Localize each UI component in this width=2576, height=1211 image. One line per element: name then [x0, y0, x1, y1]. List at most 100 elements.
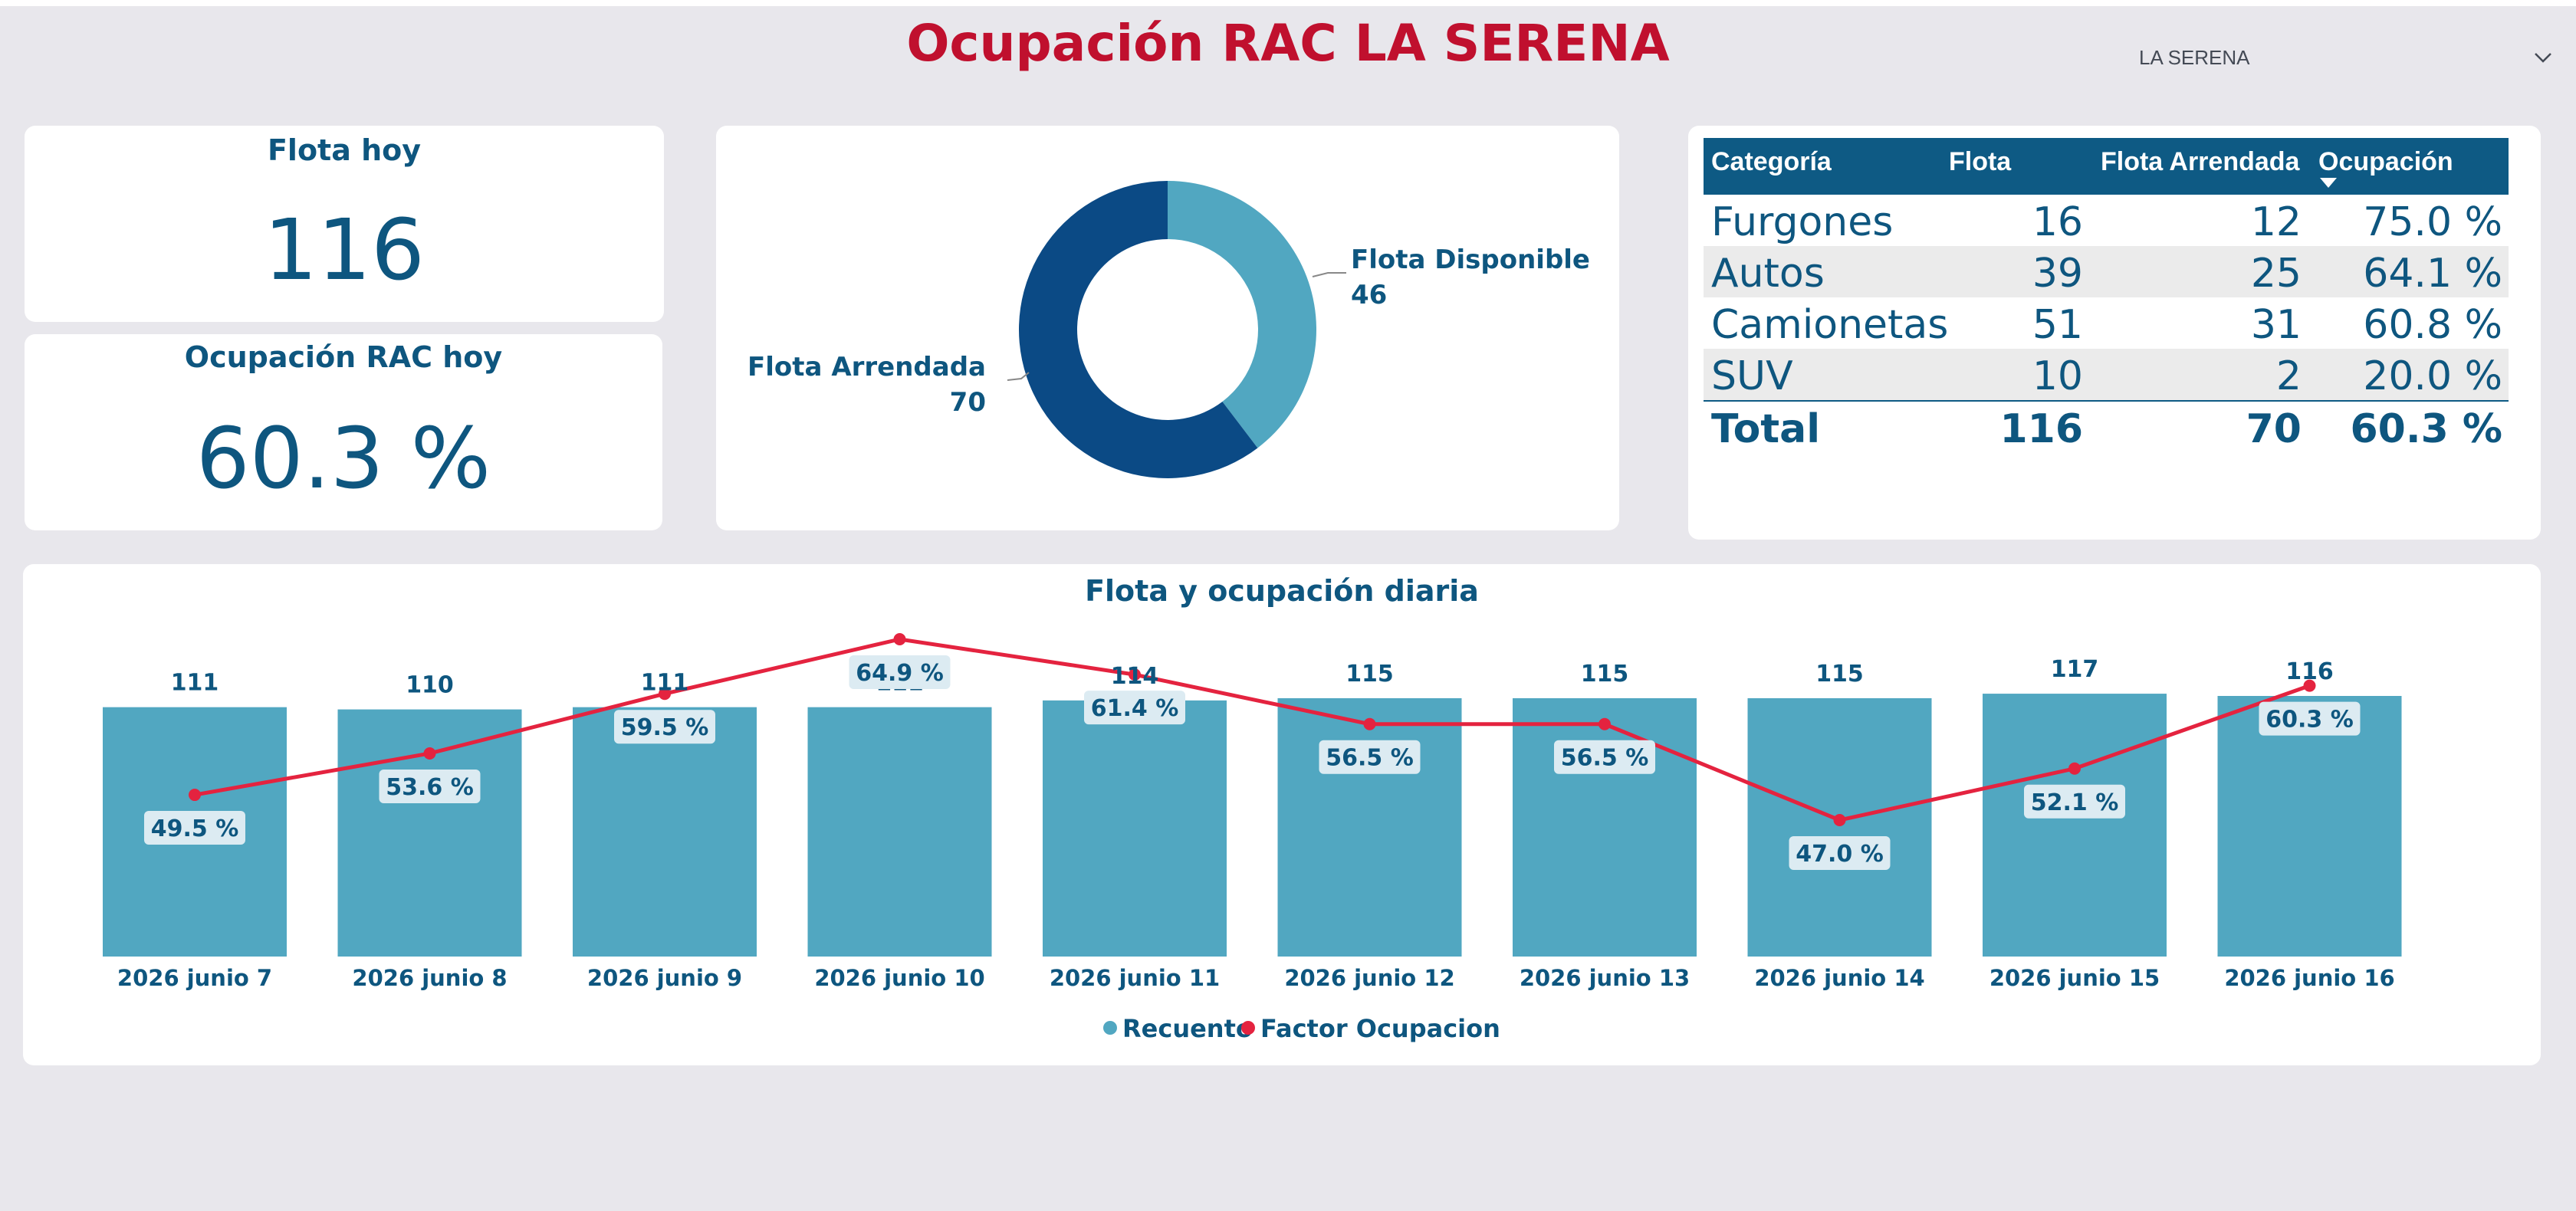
legend-label-factor-ocupacion: Factor Ocupacion	[1260, 1014, 1500, 1043]
kpi-card-ocupacion-hoy: Ocupación RAC hoy 60.3 %	[25, 334, 662, 530]
slicer-value: LA SERENA	[2139, 45, 2250, 69]
donut-slice-1[interactable]	[1018, 181, 1258, 478]
line-data-label: 59.5 %	[621, 714, 709, 741]
cell-categoria: Autos	[1711, 251, 1825, 297]
kpi-ocupacion-hoy-value: 60.3 %	[196, 409, 491, 507]
legend-marker-recuento	[1103, 1021, 1117, 1035]
cell-flota-arrendada: 31	[2250, 302, 2302, 348]
x-tick-label: 2026 junio 14	[1754, 965, 1924, 991]
daily-combo-chart: Flota y ocupación diaria 111 2026 junio 7…	[103, 574, 2402, 1043]
cell-ocupacion: 60.8 %	[2363, 302, 2502, 348]
x-tick-label: 2026 junio 11	[1050, 965, 1220, 991]
line-data-label: 61.4 %	[1091, 695, 1179, 722]
table-row: Autos 39 25 64.1 %	[1704, 246, 2509, 297]
line-label-bg	[2259, 701, 2361, 736]
chevron-down-icon[interactable]	[2533, 48, 2553, 67]
donut-slice-0[interactable]	[1168, 181, 1316, 448]
bar-data-label: 110	[406, 672, 454, 699]
point-factor-ocupacion[interactable]	[1598, 717, 1611, 730]
bar-recuento[interactable]	[1043, 700, 1227, 957]
cell-flota-arrendada: 25	[2250, 251, 2302, 297]
col-header-categoria[interactable]: Categoría	[1711, 147, 1832, 176]
chart-legend: Recuento Factor Ocupacion	[1103, 1014, 1500, 1043]
point-factor-ocupacion[interactable]	[2303, 679, 2316, 692]
bar-recuento[interactable]	[1513, 697, 1697, 957]
point-factor-ocupacion[interactable]	[1833, 814, 1846, 826]
donut-chart: Flota Disponible 46 Flota Arrendada 70	[748, 181, 1590, 478]
bar-data-label: 115	[1581, 661, 1629, 688]
point-factor-ocupacion[interactable]	[893, 633, 906, 645]
total-label: Total	[1711, 406, 1821, 452]
line-label-bg	[1554, 740, 1655, 774]
cell-flota: 51	[2032, 302, 2083, 348]
col-header-flota[interactable]: Flota	[1949, 147, 2012, 176]
bar-data-label: 115	[1346, 661, 1394, 688]
bar-recuento[interactable]	[1277, 697, 1462, 957]
table-row: Camionetas 51 31 60.8 %	[1704, 297, 2509, 349]
leader-line-arrendada	[1007, 372, 1030, 381]
point-factor-ocupacion[interactable]	[189, 789, 201, 802]
cell-ocupacion: 20.0 %	[2363, 353, 2502, 399]
table-row: SUV 10 2 20.0 %	[1704, 349, 2509, 400]
location-slicer[interactable]: LA SERENA	[2139, 38, 2553, 77]
bar-data-label: 116	[2285, 658, 2334, 685]
line-factor-ocupacion	[194, 637, 2311, 822]
bar-recuento[interactable]	[807, 707, 992, 957]
line-data-label: 56.5 %	[1326, 745, 1414, 772]
category-table: Categoría Flota Flota Arrendada Ocupació…	[1704, 138, 2509, 455]
line-label-bg	[1789, 836, 1891, 870]
x-tick-label: 2026 junio 9	[587, 965, 742, 991]
point-factor-ocupacion[interactable]	[2068, 762, 2081, 775]
line-data-label: 53.6 %	[386, 774, 474, 801]
col-header-ocupacion[interactable]: Ocupación	[2318, 147, 2453, 176]
x-tick-label: 2026 junio 16	[2224, 965, 2394, 991]
cell-categoria: Furgones	[1711, 199, 1894, 245]
x-tick-label: 2026 junio 12	[1284, 965, 1454, 991]
cell-flota-arrendada: 2	[2275, 353, 2302, 399]
line-data-label: 64.9 %	[856, 660, 944, 687]
line-data-label: 49.5 %	[151, 816, 239, 842]
line-label-bg	[614, 710, 715, 744]
category-table-card	[1688, 126, 2541, 540]
leader-line-disponible	[1312, 272, 1346, 277]
x-tick-label: 2026 junio 10	[814, 965, 984, 991]
bar-data-label: 117	[2051, 656, 2099, 683]
point-factor-ocupacion[interactable]	[1363, 717, 1376, 730]
x-tick-label: 2026 junio 7	[117, 965, 272, 991]
cell-flota: 39	[2032, 251, 2083, 297]
point-factor-ocupacion[interactable]	[423, 747, 436, 760]
table-header: Categoría Flota Flota Arrendada Ocupació…	[1704, 138, 2509, 195]
cell-flota-arrendada: 12	[2250, 199, 2302, 245]
bar-recuento[interactable]	[337, 709, 522, 957]
donut-label-disponible: Flota Disponible	[1351, 244, 1590, 275]
donut-card: Flota Disponible 46 Flota Arrendada 70	[716, 126, 1619, 530]
total-flota: 116	[1999, 406, 2083, 452]
line-data-label: 60.3 %	[2266, 707, 2354, 733]
cell-ocupacion: 64.1 %	[2363, 251, 2502, 297]
sort-descending-icon[interactable]	[2320, 178, 2337, 188]
cell-categoria: Camionetas	[1711, 302, 1949, 348]
bar-data-label: 114	[1111, 663, 1159, 690]
cell-categoria: SUV	[1711, 353, 1793, 399]
bar-data-label: 111	[171, 670, 219, 697]
line-label-bg	[1084, 691, 1185, 725]
cell-ocupacion: 75.0 %	[2363, 199, 2502, 245]
bar-recuento[interactable]	[1983, 694, 2167, 957]
legend-marker-factor-ocupacion	[1241, 1021, 1255, 1035]
kpi-flota-hoy-label: Flota hoy	[267, 133, 422, 167]
line-data-label: 47.0 %	[1796, 841, 1884, 868]
point-factor-ocupacion[interactable]	[659, 688, 671, 701]
bar-recuento[interactable]	[2217, 696, 2402, 957]
bar-recuento[interactable]	[573, 707, 757, 957]
bar-data-label: 111	[641, 670, 689, 697]
x-tick-label: 2026 junio 15	[1990, 965, 2160, 991]
col-header-flota-arrendada[interactable]: Flota Arrendada	[2101, 147, 2300, 176]
line-data-label: 52.1 %	[2031, 789, 2119, 816]
bar-recuento[interactable]	[1747, 697, 1932, 957]
donut-value-disponible: 46	[1351, 280, 1387, 310]
line-label-bg	[379, 769, 481, 803]
kpi-card-flota-hoy: Flota hoy 116	[25, 126, 664, 322]
total-ocupacion: 60.3 %	[2350, 406, 2502, 452]
point-factor-ocupacion[interactable]	[1129, 668, 1141, 681]
line-label-bg	[2024, 784, 2125, 819]
